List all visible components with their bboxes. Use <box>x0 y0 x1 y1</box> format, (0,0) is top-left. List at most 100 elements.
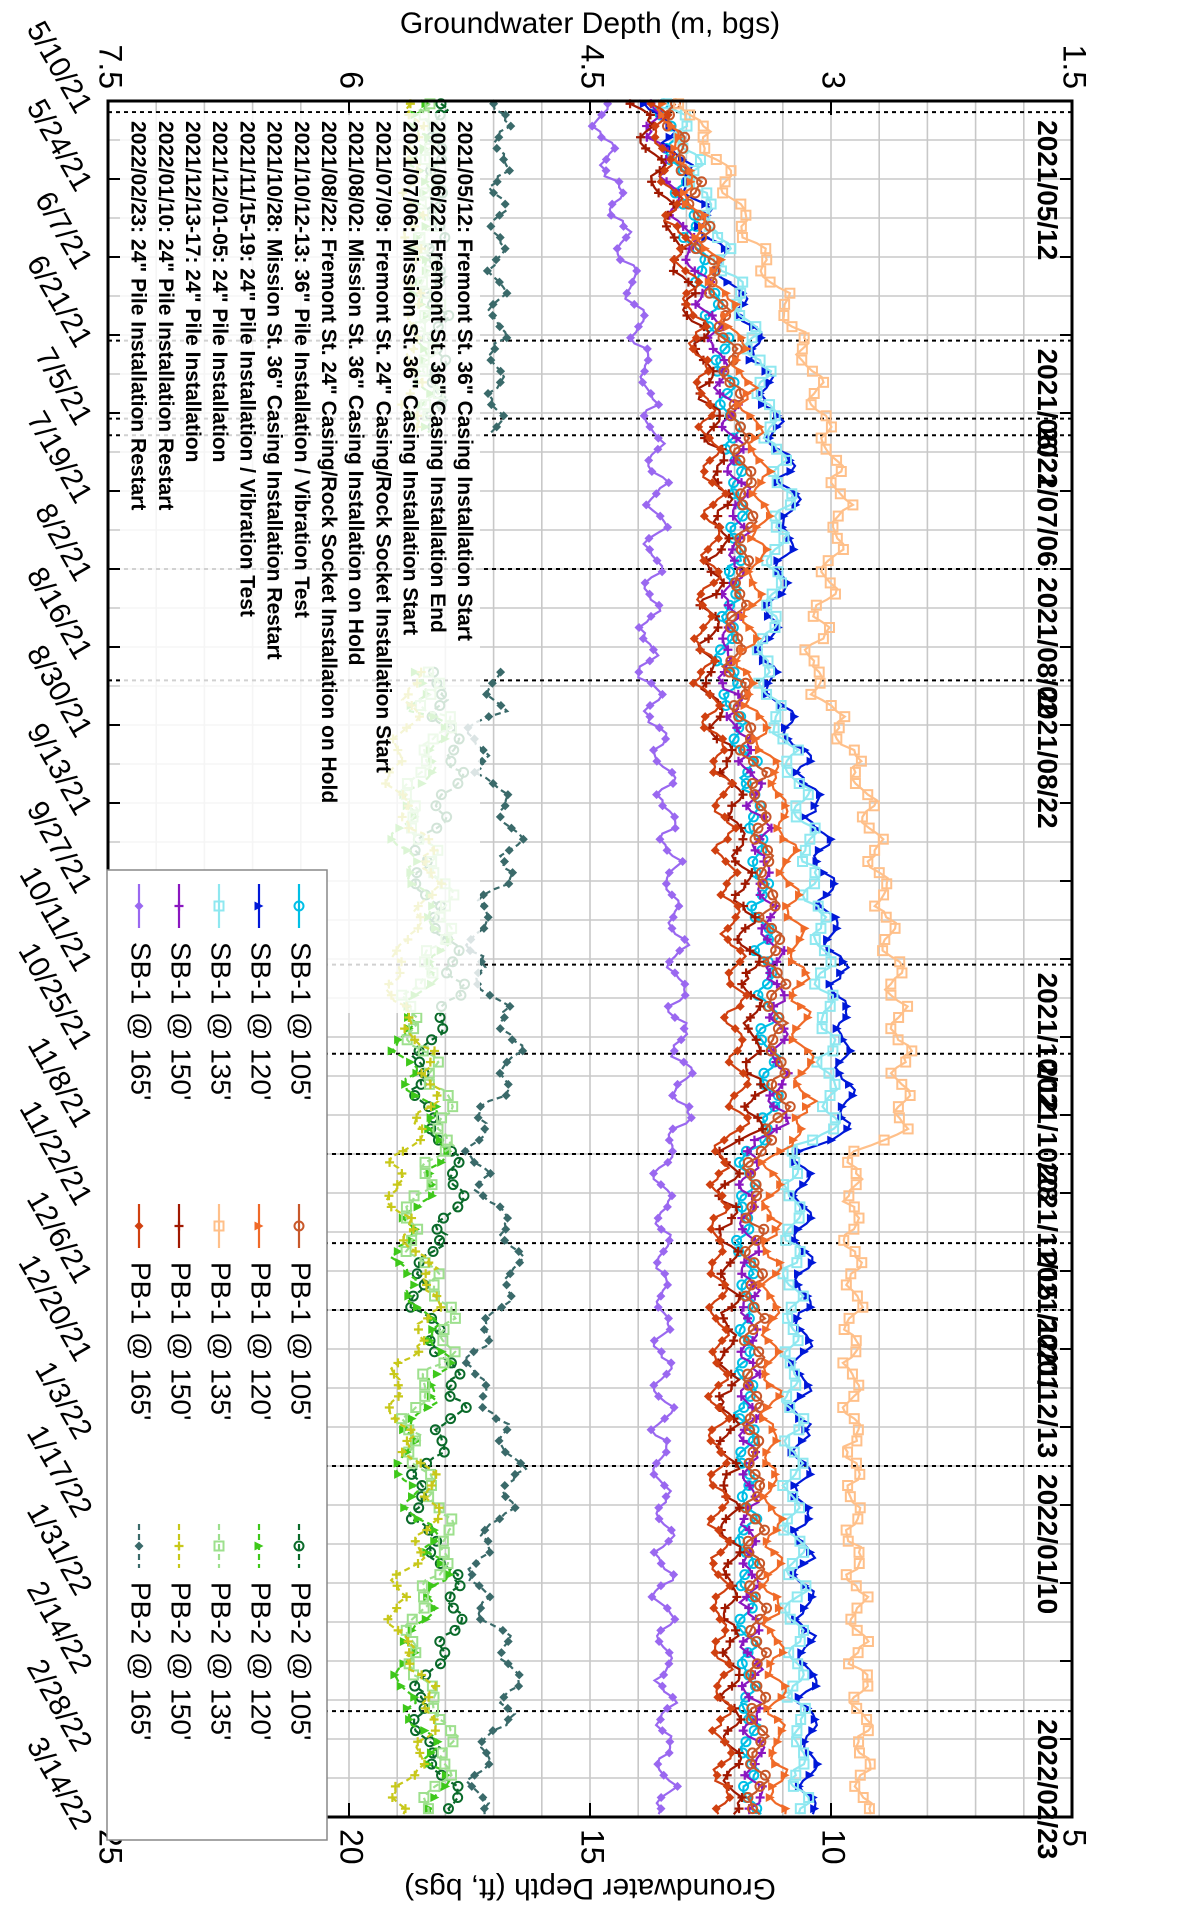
data-point <box>478 1793 488 1802</box>
data-point <box>739 1514 749 1524</box>
data-point <box>439 1145 451 1157</box>
data-point <box>794 1535 806 1547</box>
data-point <box>394 1035 404 1045</box>
data-point <box>735 946 745 956</box>
data-point <box>885 1023 897 1035</box>
data-point <box>488 299 498 309</box>
legend-label: SB-1 @ 105' <box>286 942 317 1100</box>
data-point <box>763 1570 773 1580</box>
data-point <box>812 857 822 866</box>
data-point <box>755 1736 767 1748</box>
data-point <box>638 377 648 387</box>
data-point <box>846 1046 856 1056</box>
data-point <box>756 1046 766 1056</box>
data-point <box>398 1146 408 1156</box>
data-point <box>651 1458 661 1468</box>
data-point <box>737 1224 747 1234</box>
data-point <box>618 188 628 198</box>
data-point <box>717 1291 727 1301</box>
data-point <box>668 1124 678 1134</box>
data-point <box>665 132 675 142</box>
data-point <box>491 1414 501 1424</box>
legend-marker <box>293 900 305 912</box>
annotation-text: 2021/06/22: Fremont St. 36" Casing Insta… <box>426 121 449 633</box>
data-point <box>746 767 756 777</box>
data-point <box>482 266 492 276</box>
data-point <box>660 210 670 220</box>
data-point <box>745 1758 757 1770</box>
data-point <box>665 1737 675 1747</box>
data-point <box>792 767 802 777</box>
data-point <box>653 444 663 454</box>
data-point <box>647 1592 657 1602</box>
data-point <box>733 756 743 766</box>
data-point <box>796 979 806 989</box>
data-point <box>781 801 791 811</box>
data-point <box>433 1268 445 1280</box>
data-point <box>853 1546 865 1558</box>
data-point <box>649 745 659 755</box>
data-point <box>502 1425 512 1435</box>
event-date-label: 2021/10/12 <box>1032 973 1063 1113</box>
data-point <box>476 1603 486 1613</box>
data-point <box>667 923 677 933</box>
data-point <box>760 243 772 255</box>
data-point <box>902 1000 914 1012</box>
data-point <box>439 1647 451 1659</box>
data-point <box>703 355 713 365</box>
data-point <box>772 979 782 989</box>
data-point <box>738 1335 750 1347</box>
data-point <box>673 98 685 110</box>
data-point <box>747 868 757 878</box>
data-point <box>682 299 692 309</box>
data-point <box>735 220 747 232</box>
data-point <box>614 177 624 187</box>
data-point <box>650 132 660 142</box>
data-point <box>723 600 733 610</box>
data-point <box>487 678 497 688</box>
data-point <box>764 1336 774 1346</box>
legend-label: SB-1 @ 150' <box>166 942 197 1100</box>
data-point <box>721 489 731 499</box>
data-point <box>400 1024 410 1034</box>
data-point <box>704 277 714 287</box>
data-point <box>649 1547 659 1557</box>
data-point <box>428 1325 438 1334</box>
data-point <box>820 410 832 422</box>
data-point <box>719 455 729 465</box>
data-point <box>657 1681 667 1691</box>
data-point <box>721 1570 731 1580</box>
data-point <box>766 989 778 1001</box>
data-point <box>668 266 678 276</box>
data-point <box>494 277 504 287</box>
data-point <box>835 1057 845 1067</box>
data-point <box>412 1302 422 1312</box>
data-point <box>681 120 693 132</box>
data-point <box>826 834 836 844</box>
data-point <box>762 723 772 733</box>
data-point <box>768 1748 778 1758</box>
data-point <box>484 712 494 722</box>
data-point <box>686 177 696 187</box>
data-point <box>780 1234 792 1246</box>
data-point <box>491 255 501 265</box>
data-point <box>773 1637 783 1646</box>
data-point <box>732 868 742 878</box>
data-point <box>657 567 667 577</box>
data-point <box>725 622 737 633</box>
data-point <box>510 1469 520 1479</box>
data-point <box>791 1113 801 1123</box>
data-point <box>796 354 808 366</box>
data-point <box>784 499 796 511</box>
data-point <box>393 1625 403 1635</box>
data-point <box>437 1535 449 1547</box>
legend-label: PB-2 @ 135' <box>206 1582 237 1740</box>
data-point <box>404 1648 414 1658</box>
data-point <box>435 1658 447 1670</box>
data-point <box>725 979 735 989</box>
data-point <box>796 343 808 355</box>
data-point <box>690 243 702 255</box>
data-point <box>824 1090 836 1101</box>
data-point <box>738 790 748 800</box>
data-point <box>801 968 811 978</box>
